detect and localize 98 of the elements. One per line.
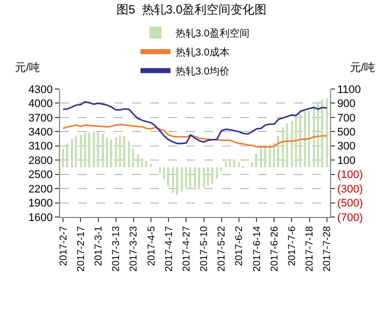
bar — [145, 160, 148, 168]
bar — [308, 110, 310, 168]
bar — [251, 162, 253, 168]
bar — [185, 167, 187, 188]
bar — [216, 167, 218, 179]
bar — [211, 167, 214, 184]
y2-axis-title: 元/吨 — [350, 61, 376, 74]
bar — [123, 136, 126, 168]
y-tick-label: 3700 — [28, 112, 53, 124]
bar — [207, 167, 209, 186]
x-tick-label: 2017-4-17 — [164, 226, 175, 272]
y-tick-label: 1600 — [28, 212, 53, 224]
x-tick-label: 2017-2-17 — [76, 226, 87, 272]
bar — [163, 167, 165, 180]
y2-tick-label: (700) — [337, 212, 363, 224]
bar — [291, 121, 293, 168]
x-tick-label: 2017-4-5 — [146, 226, 158, 266]
legend-label: 热轧3.0盈利空间 — [176, 28, 250, 40]
x-tick-label: 2017-2-7 — [58, 226, 70, 266]
bar — [115, 137, 117, 168]
x-tick-label: 2017-6-2 — [234, 226, 246, 266]
y2-tick-label: 100 — [337, 154, 356, 167]
x-tick-label: 2017-7-6 — [286, 226, 298, 266]
bar — [229, 158, 231, 168]
bar — [159, 167, 161, 173]
bar — [71, 138, 73, 168]
bar — [110, 139, 112, 168]
x-tick-label: 2017-6-26 — [269, 226, 280, 272]
bar — [141, 158, 143, 168]
bar — [269, 144, 271, 168]
bar — [75, 136, 77, 168]
bar — [189, 167, 192, 188]
bar — [295, 117, 297, 168]
y2-tick-label: 900 — [337, 98, 356, 110]
y2-tick-label: (100) — [337, 169, 363, 182]
bar — [273, 143, 275, 168]
bar — [102, 134, 104, 168]
y-tick-label: 4300 — [28, 84, 53, 96]
bar — [80, 134, 82, 168]
bar — [150, 164, 152, 168]
bar — [225, 162, 227, 168]
bar — [282, 127, 284, 168]
legend-label: 热轧3.0成本 — [176, 46, 230, 59]
y2-tick-label: 1100 — [337, 84, 361, 96]
bar — [137, 154, 139, 168]
y2-tick-label: 300 — [337, 140, 356, 153]
x-tick-label: 2017-4-27 — [181, 226, 192, 272]
bar — [313, 105, 315, 168]
bar — [220, 167, 222, 171]
bar — [317, 102, 319, 168]
y2-tick-label: 500 — [337, 126, 356, 139]
x-tick-label: 2017-3-1 — [94, 226, 105, 266]
bar — [97, 132, 99, 168]
x-tick-label: 2017-6-14 — [252, 226, 263, 272]
x-tick-label: 2017-5-22 — [216, 226, 228, 272]
y2-tick-label: 700 — [337, 112, 356, 124]
x-tick-label: 2017-7-28 — [322, 226, 334, 272]
bar — [93, 132, 95, 168]
bar — [167, 167, 170, 186]
y-axis-title: 元/吨 — [15, 61, 40, 74]
bar — [194, 167, 196, 190]
bar — [62, 148, 64, 168]
y-tick-label: 4000 — [28, 98, 53, 110]
x-tick-label: 2017-5-10 — [199, 226, 210, 272]
bar — [260, 148, 262, 168]
x-tick-label: 2017-3-13 — [111, 226, 122, 272]
bar — [84, 133, 86, 168]
bar — [286, 123, 288, 168]
y-tick-label: 2800 — [28, 154, 53, 167]
bar — [128, 142, 130, 168]
line-series — [62, 101, 328, 144]
y-tick-label: 2200 — [28, 183, 53, 196]
bar — [66, 144, 68, 168]
bar — [106, 137, 108, 168]
y-tick-label: 3400 — [28, 126, 53, 139]
y-tick-label: 3100 — [28, 140, 53, 153]
bar — [176, 167, 178, 195]
bar — [264, 146, 266, 168]
bar — [198, 167, 200, 190]
line-series — [62, 124, 328, 148]
legend-label: 热轧3.0均价 — [176, 66, 230, 78]
y-tick-label: 1900 — [28, 198, 53, 210]
y2-tick-label: (500) — [337, 198, 363, 210]
bar — [181, 167, 183, 192]
bar — [88, 132, 90, 168]
bar — [326, 98, 328, 168]
y2-tick-label: (300) — [337, 183, 363, 196]
bar — [172, 167, 174, 193]
bar — [119, 135, 121, 168]
bar — [255, 154, 258, 168]
x-tick-label: 2017-7-18 — [304, 226, 316, 272]
bar — [304, 111, 306, 168]
bar — [132, 148, 134, 168]
chart-title: 图5 热轧3.0盈利空间变化图 — [116, 2, 267, 16]
bar — [203, 167, 205, 188]
bar — [238, 162, 240, 168]
y-tick-label: 2500 — [28, 169, 53, 182]
x-tick-label: 2017-3-23 — [128, 226, 140, 272]
